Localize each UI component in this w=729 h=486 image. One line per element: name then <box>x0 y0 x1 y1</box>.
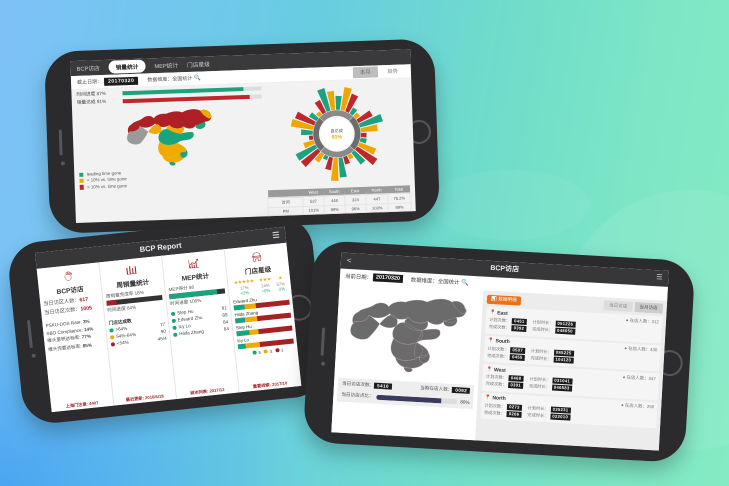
svg-text:91%: 91% <box>332 134 343 140</box>
svg-text:目达成: 目达成 <box>331 127 344 133</box>
